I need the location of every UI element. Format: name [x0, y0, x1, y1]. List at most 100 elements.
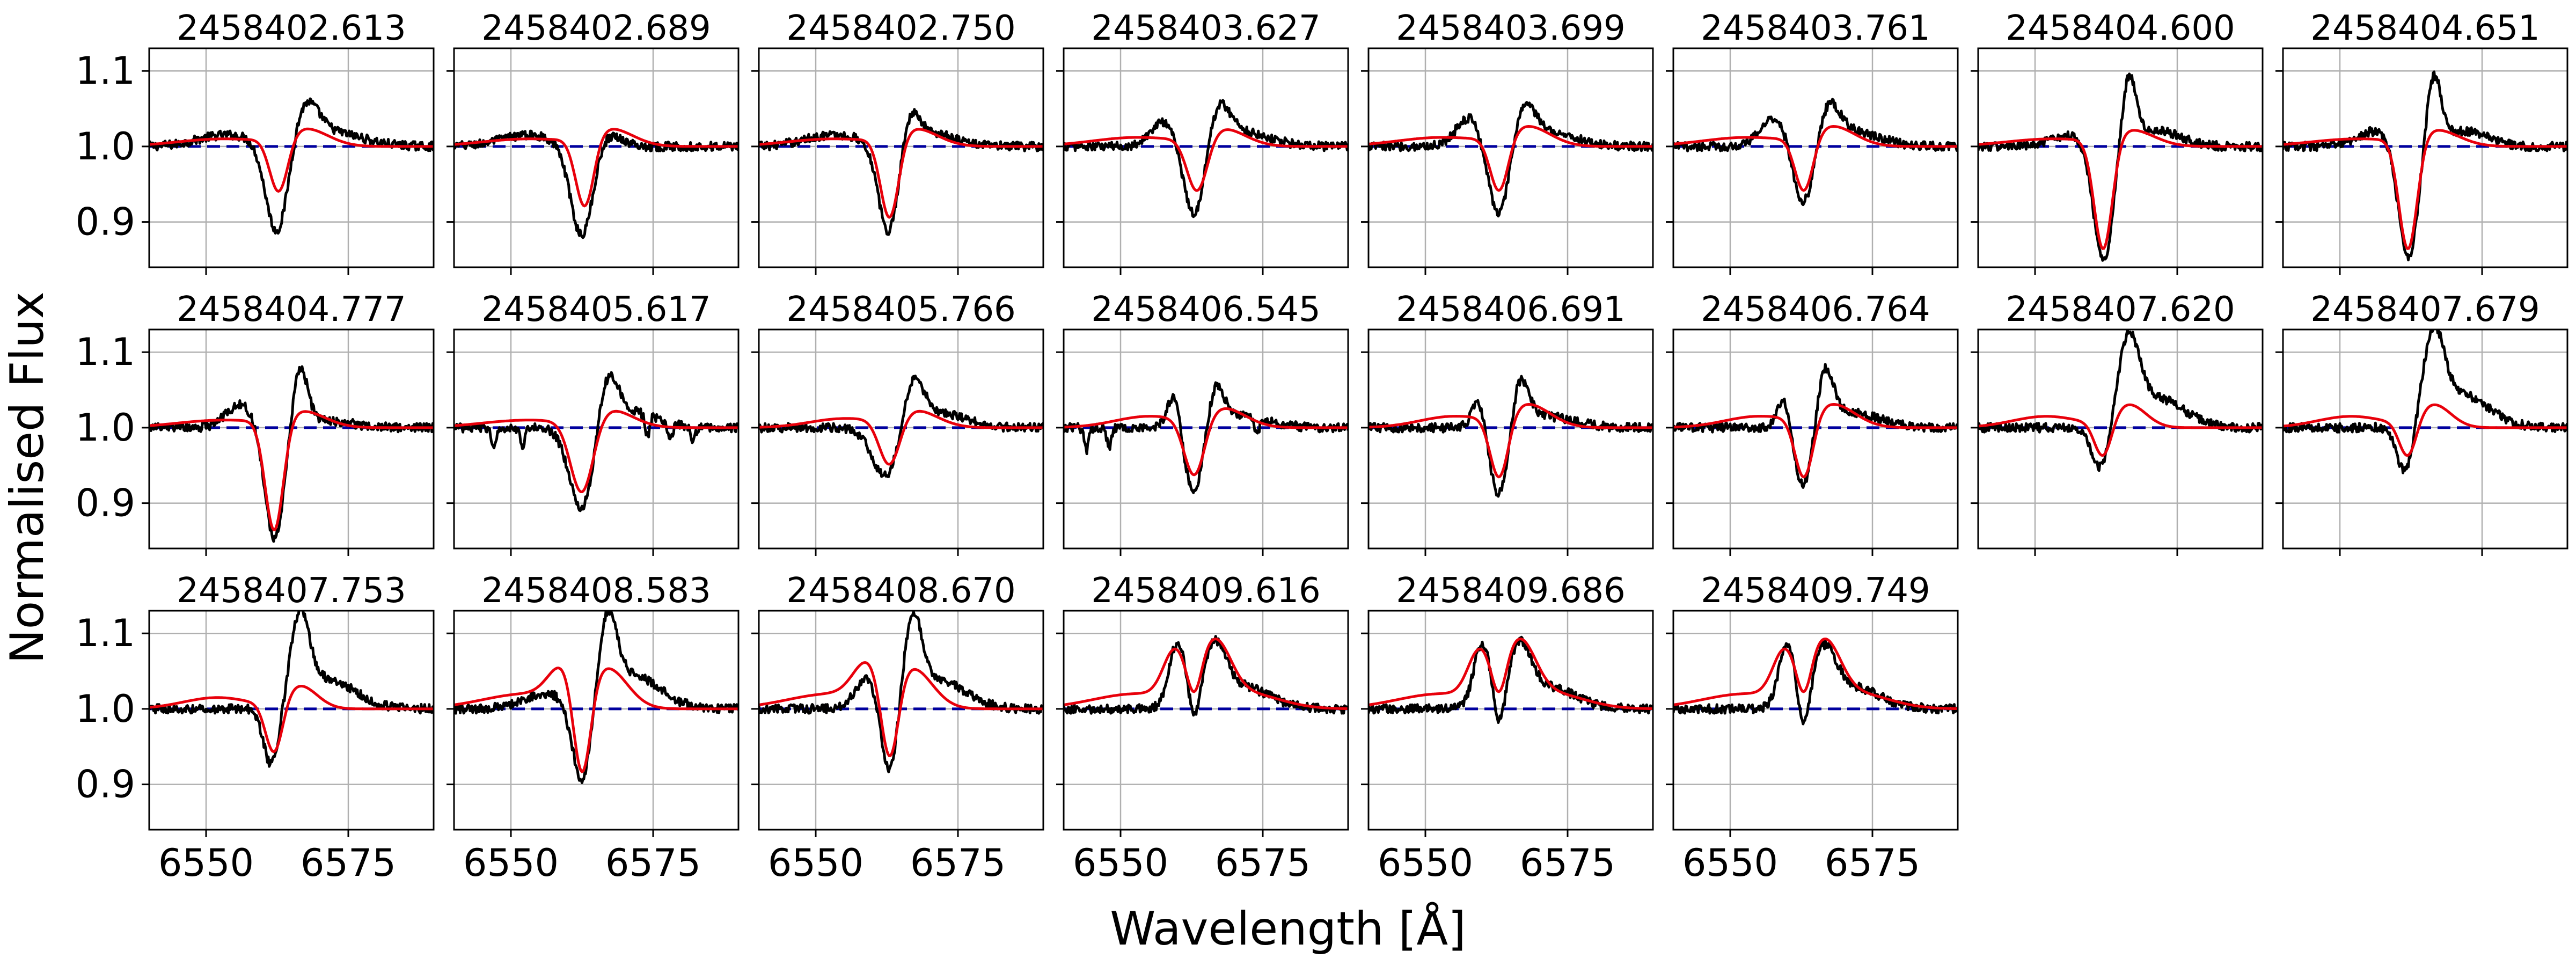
- panel: 2458407.620: [1971, 290, 2264, 556]
- panel-title: 2458403.761: [1701, 9, 1930, 48]
- y-tick-label: 1.1: [76, 49, 135, 93]
- y-tick-label: 1.0: [76, 406, 135, 450]
- observed-spectrum: [149, 611, 434, 768]
- panel: 2458402.750: [751, 9, 1044, 275]
- panel: 2458407.679: [2275, 290, 2568, 556]
- x-tick-label: 6550: [1073, 841, 1168, 885]
- model-spectrum: [149, 685, 434, 753]
- observed-spectrum: [1064, 381, 1348, 494]
- panel-frame: [1367, 328, 1654, 550]
- observed-spectrum: [1673, 363, 1958, 489]
- panel: 2458403.761: [1666, 9, 1959, 275]
- panel-frame: [1672, 610, 1959, 831]
- model-spectrum: [1064, 407, 1348, 477]
- y-tick-label: 0.9: [76, 481, 135, 525]
- panel-title: 2458404.651: [2310, 9, 2540, 48]
- panel: 2458409.749 6550 6575: [1666, 571, 1959, 885]
- observed-spectrum: [1368, 635, 1653, 724]
- model-spectrum: [1368, 403, 1653, 479]
- panel-frame: [453, 47, 740, 268]
- panel-frame: [1977, 47, 2264, 268]
- observed-spectrum: [2283, 330, 2567, 474]
- x-tick-label: 6575: [301, 841, 396, 885]
- panel-frame: [1063, 47, 1349, 268]
- observed-spectrum: [1978, 330, 2263, 472]
- x-tick-label: 6550: [1682, 841, 1778, 885]
- observed-spectrum: [1368, 375, 1653, 498]
- panel: 2458407.753 0.9 1.0 1.1 6550 6575: [76, 571, 435, 885]
- panel-frame: [1977, 328, 2264, 550]
- model-spectrum: [1978, 403, 2263, 457]
- model-spectrum: [1673, 637, 1958, 711]
- panel: 2458402.613 0.9 1.0 1.1: [76, 9, 435, 275]
- panel-title: 2458404.777: [177, 290, 406, 330]
- model-spectrum: [759, 661, 1043, 757]
- model-spectrum: [149, 127, 434, 193]
- panel-frame: [2282, 47, 2568, 268]
- panel-title: 2458406.545: [1091, 290, 1321, 330]
- panel-frame: [1367, 610, 1654, 831]
- panel-frame: [1367, 47, 1654, 268]
- panel-frame: [758, 610, 1044, 831]
- panel-grid: 2458402.613 0.9 1.0 1.1 2458402.689 2458402.7…: [76, 9, 2568, 885]
- observed-spectrum: [454, 611, 738, 784]
- x-tick-label: 6575: [1215, 841, 1311, 885]
- observed-spectrum: [1978, 72, 2263, 262]
- panel-frame: [1672, 47, 1959, 268]
- x-tick-label: 6575: [1825, 841, 1920, 885]
- model-spectrum: [454, 409, 738, 494]
- observed-spectrum: [149, 365, 434, 543]
- model-spectrum: [1064, 637, 1348, 711]
- panel-frame: [453, 610, 740, 831]
- y-tick-label: 1.0: [76, 125, 135, 169]
- panel: 2458404.600: [1971, 9, 2264, 275]
- panel-title: 2458407.753: [177, 571, 406, 611]
- panel-title: 2458408.670: [786, 571, 1016, 611]
- panel-title: 2458403.627: [1091, 9, 1321, 48]
- model-spectrum: [2283, 403, 2567, 457]
- x-tick-label: 6575: [1520, 841, 1615, 885]
- observed-spectrum: [759, 611, 1043, 773]
- observed-spectrum: [1064, 99, 1348, 218]
- model-spectrum: [759, 409, 1043, 466]
- panel-frame: [148, 328, 435, 550]
- panel-frame: [453, 328, 740, 550]
- panel: 2458403.627: [1056, 9, 1349, 275]
- panel-frame: [148, 610, 435, 831]
- model-spectrum: [149, 410, 434, 531]
- panel: 2458406.545: [1056, 290, 1349, 556]
- panel: 2458403.699: [1361, 9, 1654, 275]
- panel-frame: [1063, 610, 1349, 831]
- panel: 2458408.670 6550 6575: [751, 571, 1044, 885]
- panel-frame: [148, 47, 435, 268]
- panel-title: 2458409.686: [1396, 571, 1626, 611]
- x-tick-label: 6550: [768, 841, 863, 885]
- panel: 2458406.764: [1666, 290, 1959, 556]
- x-tick-label: 6575: [910, 841, 1006, 885]
- panel-title: 2458408.583: [481, 571, 711, 611]
- model-spectrum: [454, 128, 738, 208]
- panel-frame: [1672, 328, 1959, 550]
- panel-title: 2458403.699: [1396, 9, 1626, 48]
- panel-title: 2458405.617: [481, 290, 711, 330]
- panel-title: 2458407.620: [2006, 290, 2235, 330]
- panel: 2458404.651: [2275, 9, 2568, 275]
- y-tick-label: 1.0: [76, 687, 135, 731]
- model-spectrum: [1978, 129, 2263, 250]
- model-spectrum: [454, 667, 738, 774]
- panel: 2458405.617: [447, 290, 740, 556]
- panel-title: 2458407.679: [2310, 290, 2540, 330]
- y-tick-label: 1.1: [76, 330, 135, 374]
- observed-spectrum: [454, 371, 738, 513]
- panel: 2458405.766: [751, 290, 1044, 556]
- model-spectrum: [1368, 125, 1653, 192]
- panel: 2458409.686 6550 6575: [1361, 571, 1654, 885]
- panel: 2458404.777 0.9 1.0 1.1: [76, 290, 435, 556]
- panel-frame: [758, 328, 1044, 550]
- model-spectrum: [1368, 637, 1653, 711]
- panel-title: 2458405.766: [786, 290, 1016, 330]
- panel: 2458409.616 6550 6575: [1056, 571, 1349, 885]
- y-tick-label: 1.1: [76, 611, 135, 655]
- model-spectrum: [1673, 125, 1958, 192]
